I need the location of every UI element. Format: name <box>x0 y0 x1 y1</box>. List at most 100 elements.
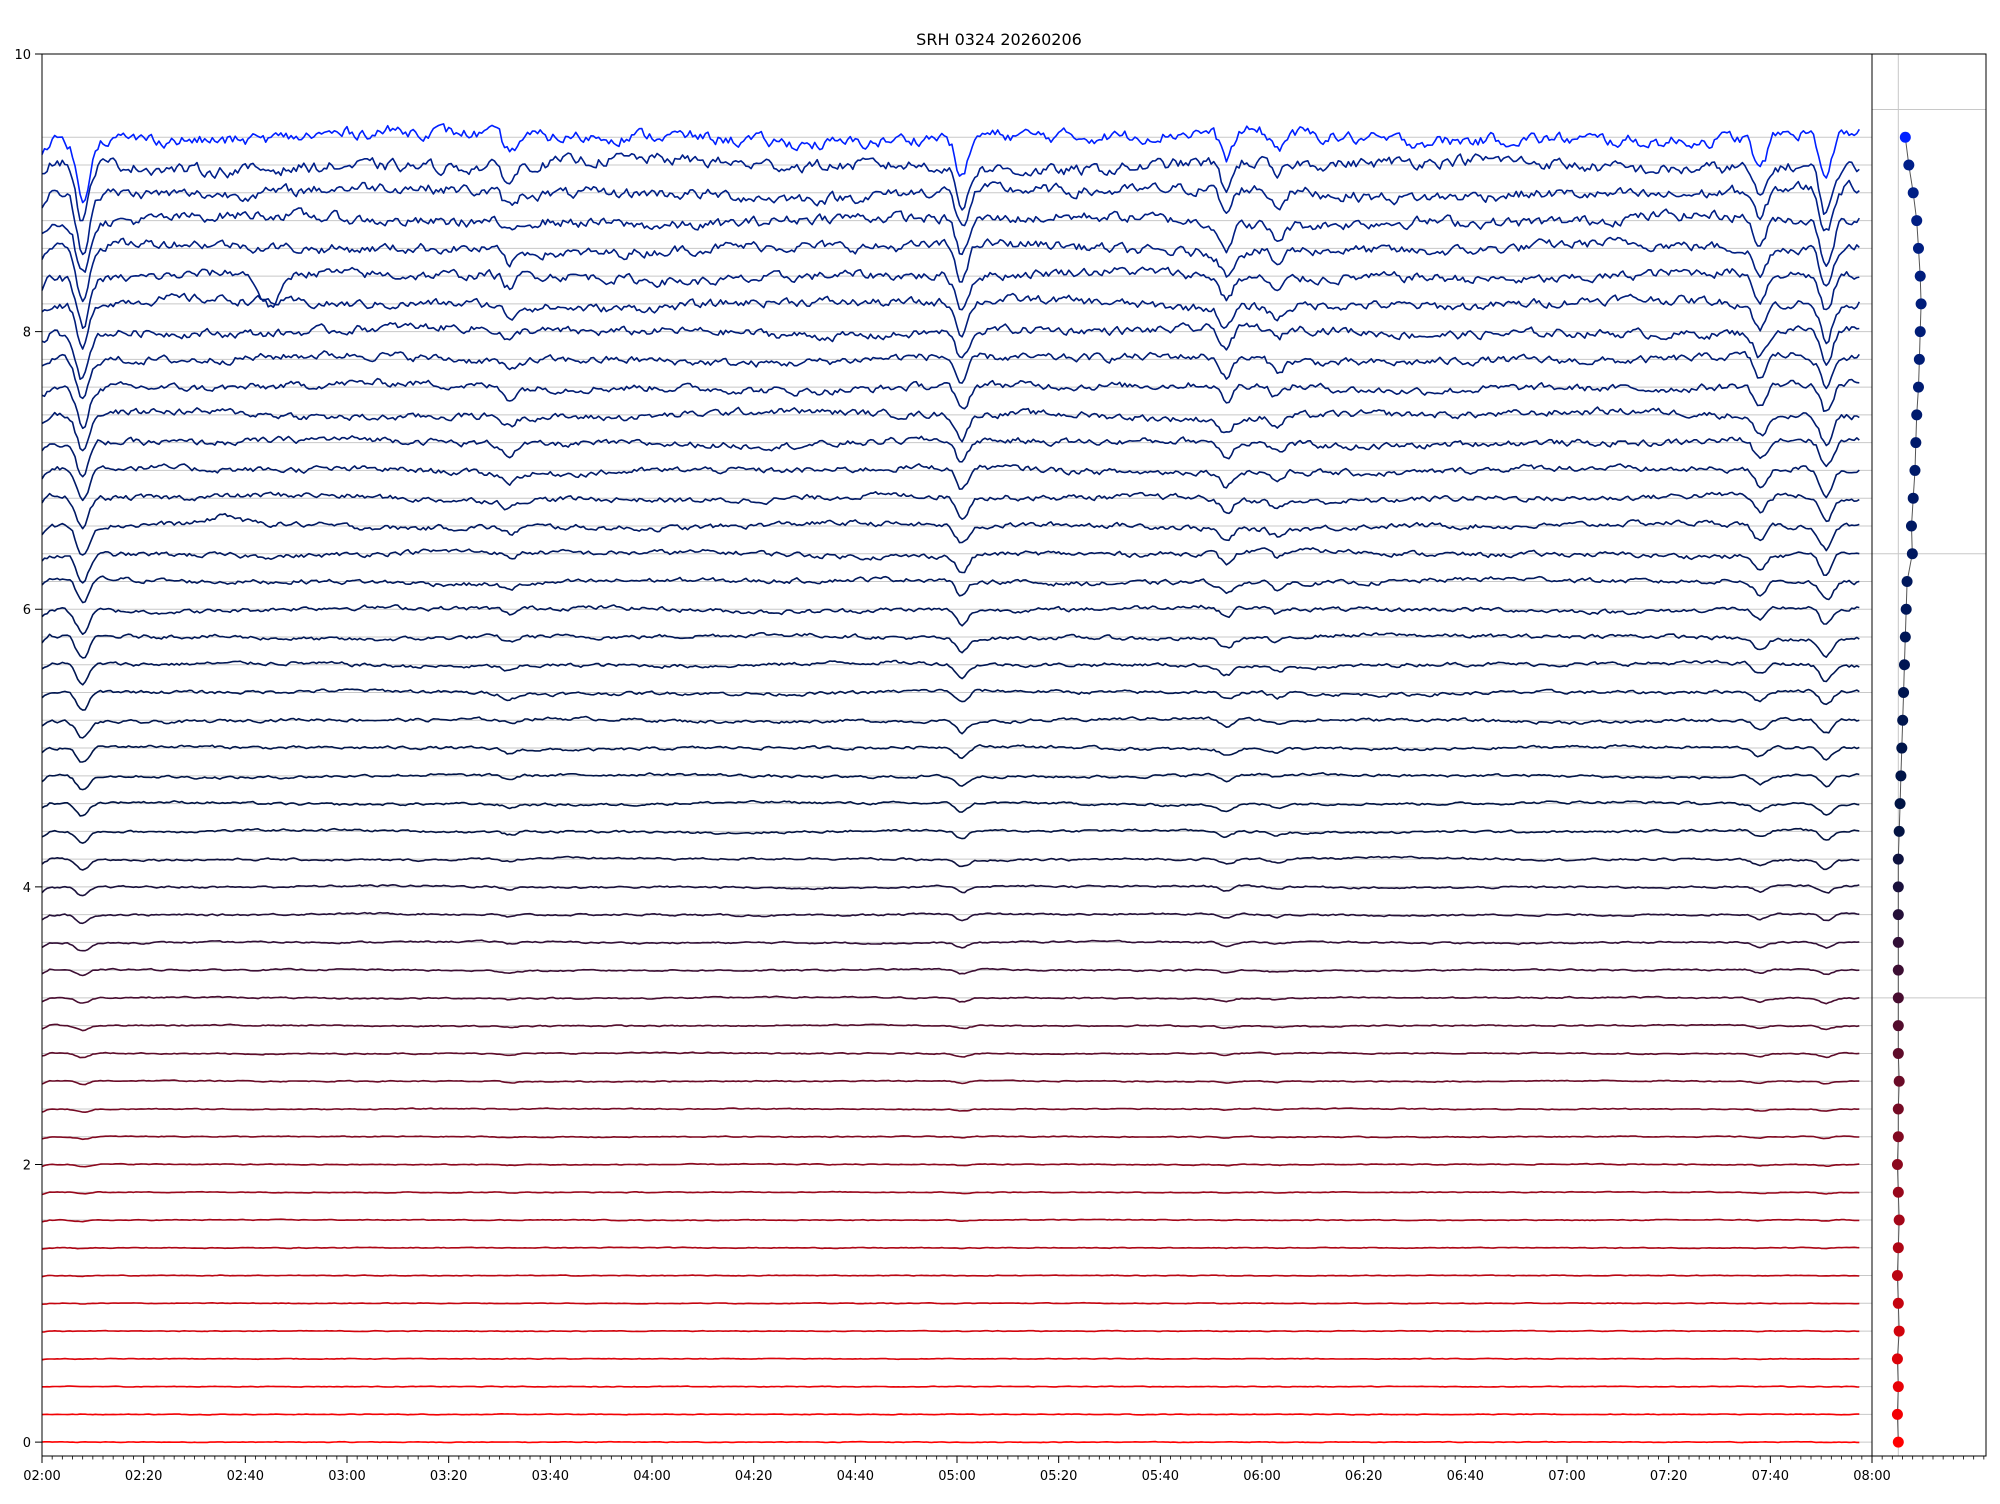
trace-channel-39 <box>41 350 1860 400</box>
side-axes-frame <box>1871 53 1987 1457</box>
x-tick-label-3: 03:00 <box>328 1469 365 1484</box>
trace-channel-10 <box>41 1162 1860 1168</box>
y-tick-label-0: 0 <box>23 1436 31 1451</box>
trace-channel-22 <box>41 827 1860 844</box>
side-point-33 <box>1905 520 1917 532</box>
side-point-45 <box>1907 187 1919 199</box>
trace-channel-5 <box>41 1301 1860 1305</box>
side-point-23 <box>1894 798 1906 810</box>
side-point-34 <box>1907 492 1919 504</box>
side-point-32 <box>1906 548 1918 560</box>
side-point-2 <box>1892 1381 1904 1393</box>
side-point-38 <box>1912 381 1924 393</box>
x-tick-label-13: 06:20 <box>1345 1469 1382 1484</box>
trace-channel-6 <box>41 1274 1860 1278</box>
x-tick-label-7: 04:20 <box>735 1469 772 1484</box>
trace-channel-27 <box>41 688 1860 711</box>
x-tick-label-2: 02:40 <box>227 1469 264 1484</box>
trace-channel-45 <box>41 179 1860 256</box>
trace-channel-11 <box>41 1135 1860 1141</box>
side-panel-scatter <box>1891 131 1927 1448</box>
x-tick-label-14: 06:40 <box>1447 1469 1484 1484</box>
trace-channel-43 <box>41 236 1860 303</box>
side-point-14 <box>1892 1047 1904 1059</box>
side-point-27 <box>1898 687 1910 699</box>
trace-channel-21 <box>41 855 1860 871</box>
x-tick-label-9: 05:00 <box>938 1469 975 1484</box>
trace-channel-19 <box>41 911 1860 925</box>
x-tick-label-6: 04:00 <box>633 1469 670 1484</box>
trace-channel-40 <box>41 322 1860 380</box>
side-point-8 <box>1893 1214 1905 1226</box>
x-tick-label-15: 07:00 <box>1548 1469 1585 1484</box>
trace-channel-35 <box>41 463 1860 502</box>
side-point-26 <box>1897 714 1909 726</box>
y-tick-label-1: 2 <box>23 1158 31 1173</box>
side-point-20 <box>1892 881 1904 893</box>
trace-channel-33 <box>41 512 1860 556</box>
side-point-47 <box>1899 131 1911 143</box>
trace-channel-24 <box>41 772 1860 791</box>
trace-channel-31 <box>41 575 1860 604</box>
x-tick-label-4: 03:20 <box>430 1469 467 1484</box>
trace-channel-15 <box>41 1023 1860 1032</box>
x-tick-label-12: 06:00 <box>1243 1469 1280 1484</box>
trace-channel-7 <box>41 1246 1860 1250</box>
side-point-13 <box>1893 1075 1905 1087</box>
side-point-24 <box>1895 770 1907 782</box>
side-point-25 <box>1896 742 1908 754</box>
trace-channel-37 <box>41 406 1860 452</box>
side-point-10 <box>1891 1158 1903 1170</box>
side-point-19 <box>1892 909 1904 921</box>
chart-title: SRH 0324 20260206 <box>916 30 1082 49</box>
side-point-39 <box>1913 353 1925 365</box>
side-point-22 <box>1893 825 1905 837</box>
trace-channel-26 <box>41 715 1860 739</box>
side-point-44 <box>1911 215 1923 227</box>
side-point-3 <box>1891 1353 1903 1365</box>
x-axis: 02:00 02:20 02:40 03:00 03:20 03:40 04:00 04:20… <box>23 1456 1985 1484</box>
trace-channel-28 <box>41 659 1860 686</box>
side-point-41 <box>1915 298 1927 310</box>
trace-channel-4 <box>41 1329 1860 1333</box>
side-point-21 <box>1892 853 1904 865</box>
side-point-12 <box>1892 1103 1904 1115</box>
side-point-15 <box>1892 1020 1904 1032</box>
trace-channel-14 <box>41 1051 1860 1059</box>
trace-channel-1 <box>41 1413 1860 1416</box>
trace-channel-20 <box>41 884 1860 897</box>
side-point-17 <box>1892 964 1904 976</box>
trace-channel-13 <box>41 1079 1860 1086</box>
side-point-29 <box>1899 631 1911 643</box>
side-point-36 <box>1910 437 1922 449</box>
trace-channel-41 <box>41 292 1861 350</box>
x-tick-label-18: 08:00 <box>1853 1469 1890 1484</box>
trace-channel-42 <box>41 266 1860 329</box>
y-tick-label-5: 10 <box>14 48 31 63</box>
trace-channel-17 <box>41 967 1860 977</box>
side-point-9 <box>1892 1186 1904 1198</box>
trace-channel-47 <box>41 123 1860 204</box>
trace-channel-30 <box>41 604 1860 635</box>
side-point-1 <box>1891 1408 1903 1420</box>
y-axis: 0 2 4 6 8 10 <box>14 48 42 1451</box>
trace-channel-23 <box>41 800 1860 817</box>
side-point-11 <box>1892 1131 1904 1143</box>
trace-channel-0 <box>41 1440 1860 1444</box>
trace-channel-18 <box>41 939 1860 952</box>
side-point-31 <box>1901 575 1913 587</box>
x-tick-label-1: 02:20 <box>125 1469 162 1484</box>
side-point-37 <box>1911 409 1923 421</box>
side-point-4 <box>1893 1325 1905 1337</box>
side-point-35 <box>1909 464 1921 476</box>
trace-channel-46 <box>41 152 1860 222</box>
x-tick-label-17: 07:40 <box>1752 1469 1789 1484</box>
side-point-43 <box>1912 242 1924 254</box>
side-point-18 <box>1892 936 1904 948</box>
x-tick-label-11: 05:40 <box>1142 1469 1179 1484</box>
side-point-40 <box>1914 326 1926 338</box>
x-tick-label-10: 05:20 <box>1040 1469 1077 1484</box>
channel-traces <box>41 123 1861 1444</box>
